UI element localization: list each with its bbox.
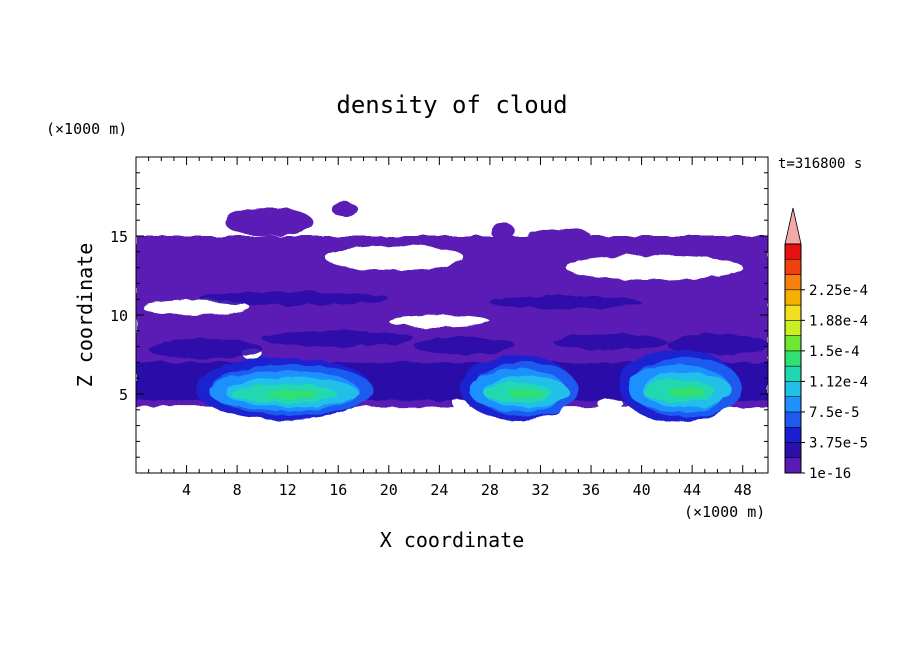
- cloud-wisp: [199, 291, 389, 306]
- clear-air-gap: [565, 255, 743, 281]
- cloud-wisp: [262, 330, 415, 347]
- x-tick-label: 28: [481, 481, 499, 499]
- colorbar-swatch: [784, 259, 802, 275]
- colorbar-swatch: [784, 350, 802, 367]
- dense-core-group: [195, 349, 742, 423]
- colorbar-label: 1e-16: [809, 466, 851, 482]
- y-axis-label: Z coordinate: [73, 243, 97, 388]
- colorbar-label: 1.12e-4: [809, 374, 868, 390]
- x-tick-label: 32: [531, 481, 549, 499]
- colorbar-label: 1.88e-4: [809, 313, 868, 329]
- colorbar-overflow-arrow: [784, 207, 802, 245]
- x-tick-label: 20: [380, 481, 398, 499]
- dense-core: [618, 349, 742, 423]
- colorbar-swatch: [784, 304, 802, 321]
- upper-cloud-patch: [489, 223, 516, 240]
- x-tick-label: 4: [182, 481, 191, 499]
- x-tick-label: 48: [734, 481, 752, 499]
- y-tick-label: 5: [119, 386, 128, 404]
- cloud-wisp: [148, 338, 263, 360]
- clear-air-gap: [597, 397, 623, 410]
- colorbar-swatch: [784, 289, 802, 306]
- y-tick-label: 15: [110, 228, 128, 246]
- upper-cloud-patch: [224, 207, 313, 236]
- colorbar-label: 3.75e-5: [809, 435, 868, 451]
- colorbar-swatch: [784, 411, 802, 428]
- cloud-wisp: [489, 296, 642, 309]
- core-level: [265, 390, 319, 399]
- colorbar-swatch: [784, 335, 802, 352]
- colorbar-swatch: [784, 426, 802, 443]
- x-axis-label: X coordinate: [380, 528, 525, 552]
- x-unit-label: (×1000 m): [684, 503, 765, 521]
- x-tick-label: 24: [430, 481, 448, 499]
- dense-core: [460, 355, 578, 421]
- x-tick-label: 8: [233, 481, 242, 499]
- colorbar-swatch: [784, 365, 802, 382]
- x-tick-label: 36: [582, 481, 600, 499]
- colorbar: 1e-16 3.75e-5 7.5e-5 1.12e-4 1.5e-4 1.88e-4 2.…: [784, 207, 868, 482]
- cloud-wisp: [666, 333, 768, 355]
- colorbar-swatch: [784, 243, 802, 260]
- x-tick-label: 12: [279, 481, 297, 499]
- upper-cloud-patch: [331, 201, 358, 218]
- upper-cloud-patch: [527, 228, 592, 244]
- cloud-wisp: [553, 333, 667, 350]
- colorbar-swatch: [784, 457, 802, 474]
- core-level: [668, 387, 705, 397]
- colorbar-swatch: [784, 274, 802, 291]
- clear-air-gap: [325, 245, 465, 271]
- colorbar-label: 2.25e-4: [809, 283, 868, 299]
- cloud-wisp: [414, 337, 516, 355]
- plot-frame: [135, 156, 769, 474]
- colorbar-swatch: [784, 320, 802, 336]
- clear-air-gap: [142, 299, 250, 315]
- colorbar-label: 1.5e-4: [809, 344, 860, 360]
- clear-air-gap: [315, 210, 339, 233]
- core-level: [508, 389, 543, 399]
- colorbar-swatch: [784, 396, 802, 413]
- time-label: t=316800 s: [778, 156, 862, 172]
- dense-core: [195, 357, 374, 420]
- colorbar-swatch: [784, 442, 802, 458]
- y-tick-label: 10: [110, 307, 128, 325]
- density-field: [136, 201, 768, 423]
- colorbar-frame: [784, 243, 802, 474]
- x-tick-label: 44: [683, 481, 701, 499]
- x-tick-label: 40: [633, 481, 651, 499]
- colorbar-swatch: [784, 381, 802, 397]
- colorbar-label: 7.5e-5: [809, 405, 860, 421]
- clear-air-gap: [388, 315, 490, 328]
- y-unit-label: (×1000 m): [46, 120, 127, 138]
- x-tick-label: 16: [329, 481, 347, 499]
- chart-title: density of cloud: [336, 91, 567, 119]
